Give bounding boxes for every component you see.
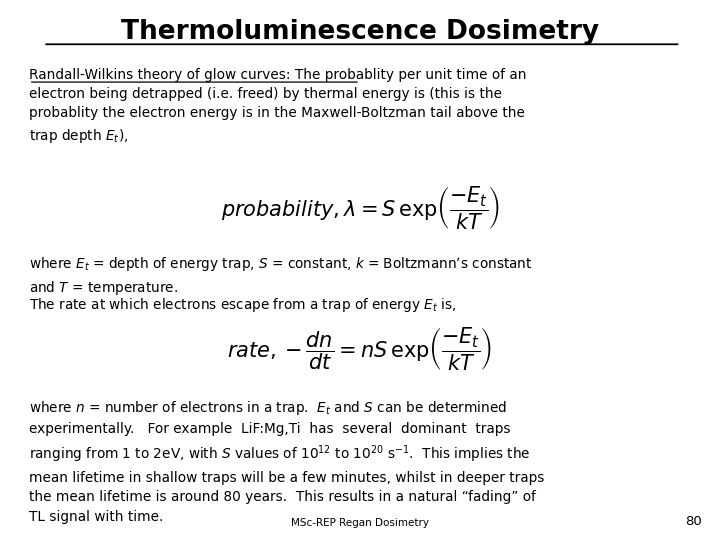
Text: where $E_t$ = depth of energy trap, $S$ = constant, $k$ = Boltzmann’s constant
a: where $E_t$ = depth of energy trap, $S$ … — [29, 255, 532, 298]
Text: Randall-Wilkins theory of glow curves: The probablity per unit time of an
electr: Randall-Wilkins theory of glow curves: T… — [29, 68, 526, 145]
Text: The rate at which electrons escape from a trap of energy $E_t$ is,: The rate at which electrons escape from … — [29, 296, 456, 314]
Text: MSc-REP Regan Dosimetry: MSc-REP Regan Dosimetry — [291, 518, 429, 528]
Text: $\mathit{probability}, \lambda = S \,\exp\!\left(\dfrac{-E_t}{kT}\right)$: $\mathit{probability}, \lambda = S \,\ex… — [220, 184, 500, 232]
Text: $\mathit{rate},-\dfrac{dn}{dt} = nS \,\exp\!\left(\dfrac{-E_t}{kT}\right)$: $\mathit{rate},-\dfrac{dn}{dt} = nS \,\e… — [228, 325, 492, 372]
Text: where $n$ = number of electrons in a trap.  $E_t$ and $S$ can be determined
expe: where $n$ = number of electrons in a tra… — [29, 399, 544, 524]
Text: Thermoluminescence Dosimetry: Thermoluminescence Dosimetry — [121, 19, 599, 45]
Text: 80: 80 — [685, 515, 702, 528]
